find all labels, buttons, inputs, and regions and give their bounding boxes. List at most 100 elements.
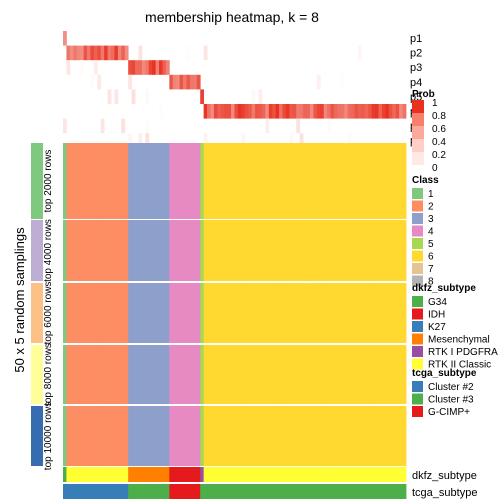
prob-cell (251, 104, 256, 119)
tcga-cell (275, 484, 280, 499)
class-cell (93, 406, 98, 466)
class-cell (375, 283, 379, 343)
prob-cell (104, 45, 108, 61)
class-cell (213, 283, 218, 343)
class-cell (80, 283, 84, 343)
class-cell (388, 406, 393, 466)
tcga-cell (176, 484, 181, 499)
class-cell (268, 143, 273, 219)
row-group-bar (31, 283, 43, 343)
class-cell (148, 283, 153, 343)
prob-cell (186, 45, 191, 61)
prob-cell (80, 60, 84, 75)
prob-cell (248, 104, 253, 119)
prob-cell (80, 45, 84, 61)
class-cell (131, 220, 136, 281)
tcga-cell (210, 484, 215, 499)
prob-cell (135, 60, 139, 75)
class-cell (152, 283, 157, 343)
row-group-bar (31, 406, 43, 466)
class-cell (289, 143, 294, 219)
class-cell (152, 406, 157, 466)
tcga-cell (131, 484, 136, 499)
class-cell (159, 406, 163, 466)
class-cell (378, 220, 383, 281)
tcga-cell (388, 484, 393, 499)
class-cell (231, 345, 235, 404)
dkfz-cell (73, 467, 78, 482)
class-cell (241, 406, 246, 466)
class-cell (265, 345, 270, 404)
class-cell (210, 143, 215, 219)
tcga-cell (296, 484, 301, 499)
dkfz-cell (172, 467, 177, 482)
class-cell (193, 406, 198, 466)
prob-cell (145, 118, 150, 134)
class-cell (213, 345, 218, 404)
class-cell (296, 220, 301, 281)
class-cell (237, 406, 242, 466)
class-cell (320, 143, 325, 219)
class-cell (80, 220, 84, 281)
class-cell (172, 283, 177, 343)
class-cell (385, 143, 390, 219)
class-cell (172, 143, 177, 219)
prob-cell (179, 74, 184, 90)
class-cell (354, 220, 359, 281)
class-cell (203, 220, 208, 281)
dkfz-cell (357, 467, 362, 482)
class-cell (114, 345, 119, 404)
class-cell (124, 345, 129, 404)
dkfz-cell (306, 467, 311, 482)
class-cell (141, 143, 146, 219)
dkfz-cell (289, 467, 294, 482)
class-cell (176, 283, 181, 343)
class-cell (333, 345, 338, 404)
class-legend-label: 8 (428, 277, 434, 288)
prob-cell (303, 104, 307, 119)
dkfz-legend-title: dkfz_subtype (412, 283, 476, 294)
tcga-cell (258, 484, 263, 499)
class-legend-label: 6 (428, 252, 434, 263)
prob-cell (399, 104, 403, 119)
dkfz-cell (207, 467, 211, 482)
class-cell (97, 406, 102, 466)
dkfz-cell (337, 467, 342, 482)
class-cell (176, 406, 181, 466)
prob-cell (344, 104, 349, 119)
class-cell (309, 345, 314, 404)
class-cell (357, 220, 362, 281)
dkfz-cell (213, 467, 218, 482)
class-cell (388, 220, 393, 281)
prob-cell (234, 104, 239, 119)
class-cell (107, 406, 112, 466)
class-cell (279, 345, 283, 404)
class-cell (200, 406, 205, 466)
class-cell (320, 283, 325, 343)
class-cell (107, 283, 112, 343)
class-cell (152, 345, 157, 404)
class-legend-swatch (412, 263, 423, 274)
class-cell (231, 220, 235, 281)
dkfz-cell (135, 467, 139, 482)
class-cell (244, 406, 249, 466)
prob-cell (265, 118, 270, 134)
dkfz-cell (124, 467, 129, 482)
class-cell (100, 406, 105, 466)
class-cell (306, 345, 311, 404)
class-cell (388, 143, 393, 219)
class-cell (289, 406, 294, 466)
class-cell (316, 345, 321, 404)
prob-cell (395, 104, 400, 119)
dkfz-cell (344, 467, 349, 482)
prob-cell (131, 60, 136, 75)
dkfz-cell (210, 467, 215, 482)
class-cell (261, 143, 266, 219)
prob-cell (196, 74, 201, 90)
dkfz-cell (69, 467, 74, 482)
class-cell (258, 283, 263, 343)
prob-legend-swatch (412, 113, 424, 126)
class-cell (244, 345, 249, 404)
class-cell (296, 406, 301, 466)
